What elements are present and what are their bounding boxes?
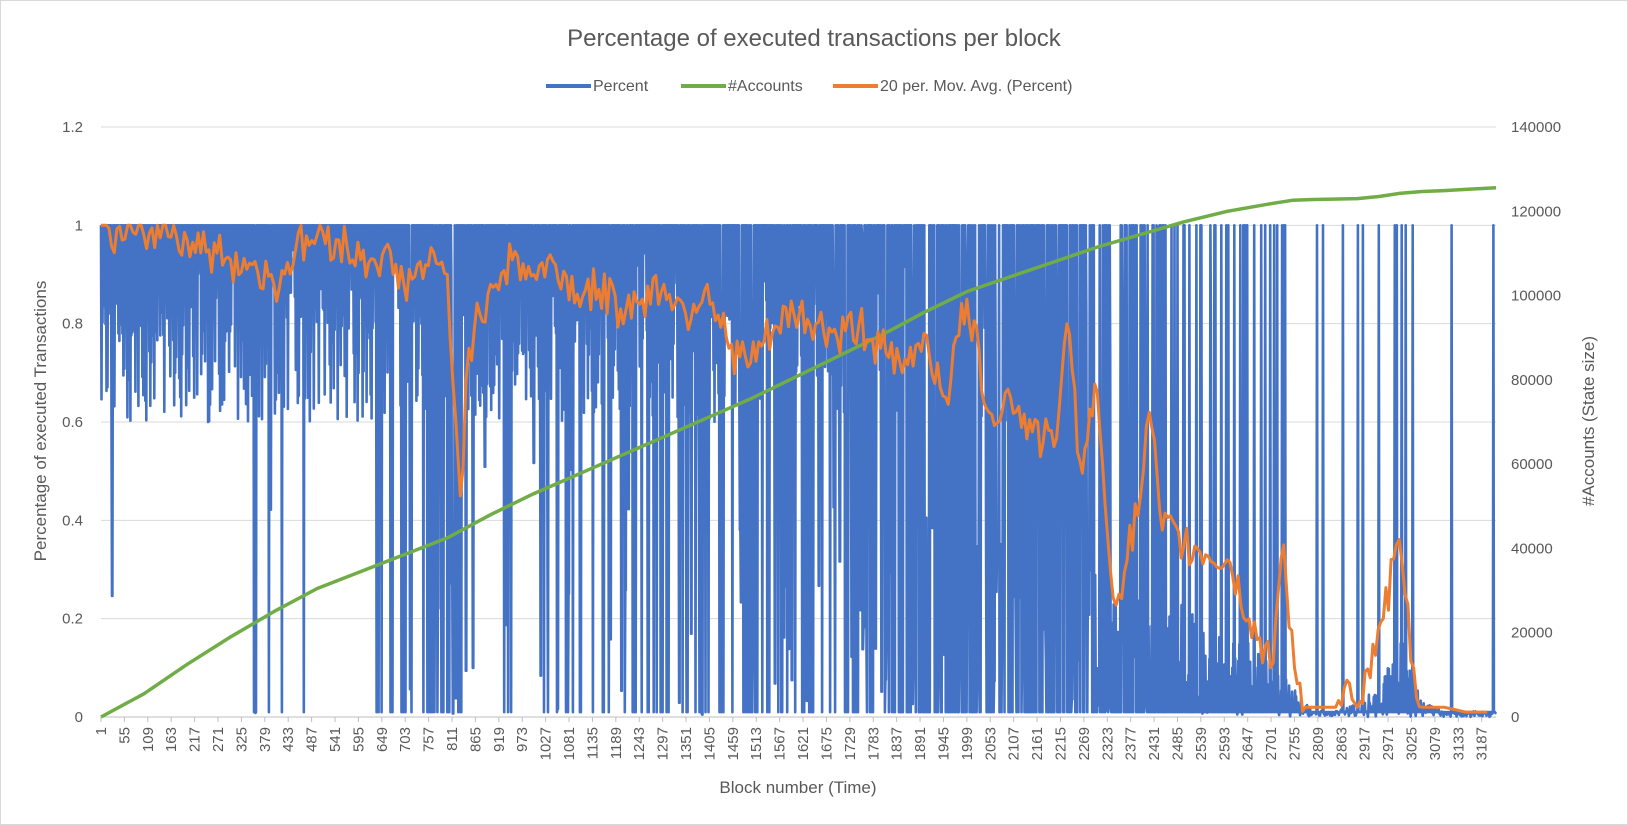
x-tick-label: 2809 (1310, 727, 1327, 760)
x-tick-label: 55 (116, 727, 133, 744)
x-tick-label: 2647 (1240, 727, 1257, 760)
series-layer (99, 185, 1498, 719)
x-tick-label: 2971 (1380, 727, 1397, 760)
x-tick-label: 2107 (1006, 727, 1023, 760)
x-tick-label: 2161 (1029, 727, 1046, 760)
series-line-accounts (100, 185, 1497, 719)
x-tick-label: 973 (514, 727, 531, 752)
x-tick-label: 2431 (1146, 727, 1163, 760)
x-tick-label: 649 (374, 727, 391, 752)
x-tick-label: 3133 (1450, 727, 1467, 760)
x-tick-label: 1 (93, 727, 110, 735)
x-tick-label: 2053 (982, 727, 999, 760)
y-tick-label: 0.8 (62, 316, 83, 333)
x-tick-label: 1945 (935, 727, 952, 760)
x-tick-label: 2485 (1169, 727, 1186, 760)
y-tick-label: 0.6 (62, 414, 83, 431)
x-tick-label: 2755 (1286, 727, 1303, 760)
x-tick-label: 3025 (1403, 727, 1420, 760)
y2-axis-ticks: 0 20000 40000 60000 80000 100000 120000 140000 (1511, 119, 1561, 726)
x-tick-label: 1243 (631, 727, 648, 760)
x-tick-label: 703 (397, 727, 414, 752)
x-tick-label: 1729 (842, 727, 859, 760)
x-tick-label: 2539 (1193, 727, 1210, 760)
y-tick-label: 0 (75, 709, 83, 726)
y2-tick-label: 120000 (1511, 203, 1561, 220)
legend-label-accounts: #Accounts (728, 78, 803, 95)
x-tick-label: 1405 (701, 727, 718, 760)
x-tick-label: 1891 (912, 727, 929, 760)
x-tick-label: 1081 (561, 727, 578, 760)
x-tick-label: 271 (210, 727, 227, 752)
x-axis-ticks: 1 55 109 163 217 271 325 379 433 487 541 595 649 703 7… (93, 717, 1491, 760)
y2-tick-label: 100000 (1511, 288, 1561, 305)
y-tick-label: 1.2 (62, 119, 83, 136)
x-tick-label: 109 (140, 727, 157, 752)
x-tick-label: 1297 (655, 727, 672, 760)
y-axis-ticks: 0 0.2 0.4 0.6 0.8 1 1.2 (62, 119, 83, 726)
series-line-moving-average (101, 223, 1488, 714)
chart-title: Percentage of executed transactions per … (567, 25, 1062, 52)
x-tick-label: 2593 (1216, 727, 1233, 760)
y-axis-title: Percentage of executed Transactions (31, 281, 50, 562)
x-tick-label: 2701 (1263, 727, 1280, 760)
y2-tick-label: 80000 (1511, 372, 1553, 389)
y2-tick-label: 0 (1511, 709, 1519, 726)
x-tick-label: 2323 (1099, 727, 1116, 760)
x-tick-label: 2269 (1076, 727, 1093, 760)
x-tick-label: 865 (467, 727, 484, 752)
x-tick-label: 1621 (795, 727, 812, 760)
y-tick-label: 0.4 (62, 512, 83, 529)
x-tick-label: 325 (233, 727, 250, 752)
x-tick-label: 1567 (772, 727, 789, 760)
x-tick-label: 3079 (1427, 727, 1444, 760)
x-tick-label: 1999 (959, 727, 976, 760)
x-tick-label: 433 (280, 727, 297, 752)
x-tick-label: 2215 (1052, 727, 1069, 760)
x-tick-label: 1675 (818, 727, 835, 760)
x-tick-label: 919 (491, 727, 508, 752)
legend-label-moving-average: 20 per. Mov. Avg. (Percent) (880, 78, 1072, 95)
y-tick-label: 1 (75, 217, 83, 234)
x-tick-label: 487 (304, 727, 321, 752)
x-tick-label: 2377 (1123, 727, 1140, 760)
series-line-percent (99, 224, 1498, 719)
x-tick-label: 811 (444, 727, 461, 751)
x-tick-label: 2863 (1333, 727, 1350, 760)
x-tick-label: 1513 (748, 727, 765, 760)
legend: Percent #Accounts 20 per. Mov. Avg. (Per… (546, 78, 1072, 95)
x-tick-label: 1351 (678, 727, 695, 760)
x-tick-label: 1135 (584, 727, 601, 759)
y-tick-label: 0.2 (62, 611, 83, 628)
x-tick-label: 1027 (538, 727, 555, 760)
x-tick-label: 3187 (1474, 727, 1491, 760)
x-tick-label: 1189 (608, 727, 625, 759)
x-tick-label: 163 (163, 727, 180, 752)
y2-tick-label: 60000 (1511, 456, 1553, 473)
y2-tick-label: 20000 (1511, 625, 1553, 642)
x-tick-label: 1837 (889, 727, 906, 760)
x-tick-label: 2917 (1357, 727, 1374, 760)
x-tick-label: 757 (421, 727, 438, 752)
x-tick-label: 1783 (865, 727, 882, 760)
x-axis-title: Block number (Time) (719, 778, 876, 797)
y2-tick-label: 140000 (1511, 119, 1561, 136)
x-tick-label: 595 (350, 727, 367, 752)
legend-label-percent: Percent (593, 78, 649, 95)
y2-axis-title: #Accounts (State size) (1579, 336, 1598, 506)
y2-tick-label: 40000 (1511, 540, 1553, 557)
x-tick-label: 1459 (725, 727, 742, 760)
x-tick-label: 217 (187, 727, 204, 752)
x-tick-label: 541 (327, 727, 344, 752)
x-tick-label: 379 (257, 727, 274, 752)
